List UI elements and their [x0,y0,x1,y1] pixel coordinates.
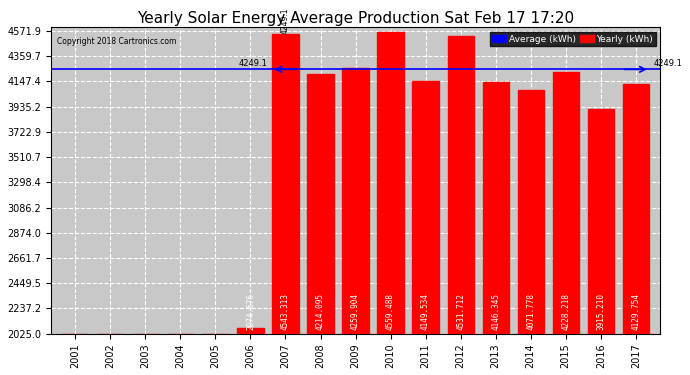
Bar [553,72,579,334]
Bar [518,90,544,334]
Bar [307,74,334,334]
Legend: Average (kWh), Yearly (kWh): Average (kWh), Yearly (kWh) [490,32,656,46]
Text: 4149.534: 4149.534 [421,293,430,330]
Text: Copyright 2018 Cartronics.com: Copyright 2018 Cartronics.com [57,37,176,46]
Text: 4228.218: 4228.218 [561,293,570,330]
Bar [448,36,474,334]
Text: 4259.904: 4259.904 [351,293,360,330]
Title: Yearly Solar Energy Average Production Sat Feb 17 17:20: Yearly Solar Energy Average Production S… [137,11,574,26]
Text: 4543.313: 4543.313 [281,293,290,330]
Text: 4249.1: 4249.1 [653,58,682,68]
Text: 4249.1: 4249.1 [239,58,268,68]
Text: 4249.1: 4249.1 [281,7,290,34]
Bar [588,109,614,334]
Bar [413,81,439,334]
Text: 4214.095: 4214.095 [316,293,325,330]
Bar [342,68,368,334]
Text: 4146.345: 4146.345 [491,293,500,330]
Text: 3915.210: 3915.210 [596,293,605,330]
Bar [377,33,404,334]
Bar [622,84,649,334]
Text: 4559.488: 4559.488 [386,293,395,330]
Text: 4071.778: 4071.778 [526,293,535,330]
Text: 2074.676: 2074.676 [246,293,255,330]
Bar [237,328,264,334]
Bar [273,34,299,334]
Bar [482,81,509,334]
Text: 4129.754: 4129.754 [631,293,640,330]
Text: 4531.712: 4531.712 [456,293,465,330]
